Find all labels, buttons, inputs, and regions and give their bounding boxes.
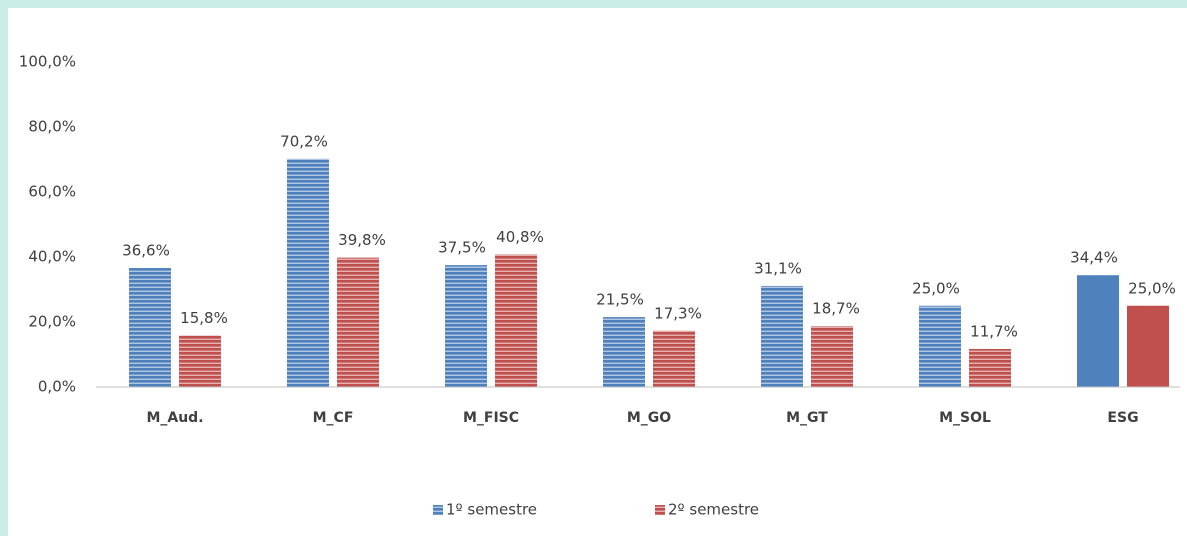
data-label: 37,5% <box>438 239 486 257</box>
y-tick-label: 40,0% <box>28 248 76 266</box>
data-label: 31,1% <box>754 259 802 277</box>
data-label: 11,7% <box>970 322 1018 340</box>
x-tick-label: M_GO <box>627 410 671 426</box>
bar-hatch <box>761 285 803 387</box>
x-tick-label: M_SOL <box>939 410 991 426</box>
data-label: 21,5% <box>596 291 644 309</box>
bar-hatch <box>287 158 329 387</box>
bar-hatch <box>179 335 221 387</box>
bar-hatch <box>603 317 645 387</box>
data-label: 70,2% <box>280 132 328 150</box>
data-label: 15,8% <box>180 309 228 327</box>
bar-hatch <box>495 254 537 387</box>
y-tick-label: 60,0% <box>28 183 76 201</box>
legend-label: 1º semestre <box>446 501 537 519</box>
bar-hatch <box>919 305 961 387</box>
data-label: 25,0% <box>1128 279 1176 297</box>
bar-hatch <box>969 348 1011 387</box>
y-tick-label: 0,0% <box>38 378 76 396</box>
bar <box>1077 275 1119 387</box>
data-label: 36,6% <box>122 242 170 260</box>
plot-background <box>8 8 1187 536</box>
bar-hatch <box>653 330 695 387</box>
bar-hatch <box>337 257 379 387</box>
legend-label: 2º semestre <box>668 501 759 519</box>
x-tick-label: M_CF <box>313 410 354 426</box>
data-label: 25,0% <box>912 279 960 297</box>
data-label: 39,8% <box>338 231 386 249</box>
legend-swatch-hatch <box>655 505 665 515</box>
bar-hatch <box>811 326 853 387</box>
x-tick-label: ESG <box>1107 410 1138 426</box>
y-tick-label: 80,0% <box>28 118 76 136</box>
legend-swatch-hatch <box>433 505 443 515</box>
data-label: 17,3% <box>654 304 702 322</box>
y-tick-label: 100,0% <box>19 53 76 71</box>
bar-hatch <box>445 265 487 387</box>
data-label: 18,7% <box>812 300 860 318</box>
x-tick-label: M_GT <box>786 410 828 426</box>
bar <box>1127 305 1169 387</box>
bar-hatch <box>129 268 171 387</box>
data-label: 40,8% <box>496 228 544 246</box>
x-tick-label: M_Aud. <box>146 410 203 426</box>
x-tick-label: M_FISC <box>463 410 519 426</box>
data-label: 34,4% <box>1070 249 1118 267</box>
y-tick-label: 20,0% <box>28 313 76 331</box>
